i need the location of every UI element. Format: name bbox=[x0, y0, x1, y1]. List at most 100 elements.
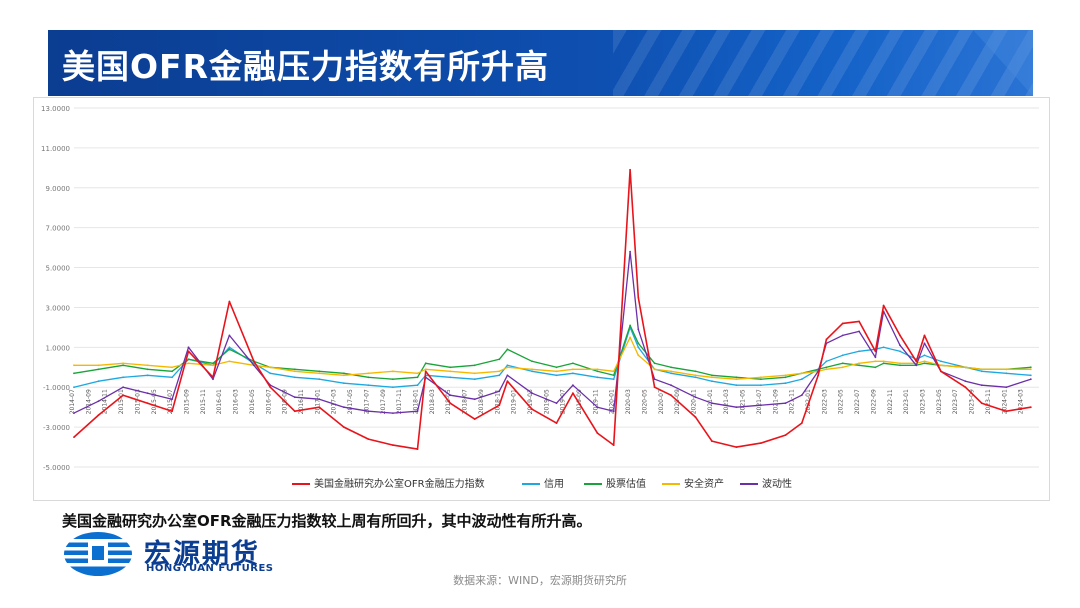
x-tick-label: 2015-05 bbox=[151, 389, 158, 414]
data-point bbox=[367, 372, 370, 375]
y-tick-label: 13.0000 bbox=[41, 105, 70, 113]
data-point bbox=[122, 362, 124, 365]
x-tick-label: 2022-05 bbox=[838, 389, 845, 414]
data-point bbox=[146, 374, 149, 377]
x-tick-label: 2021-05 bbox=[740, 389, 747, 414]
data-point bbox=[212, 364, 214, 367]
x-tick-label: 2019-01 bbox=[511, 389, 518, 414]
data-point bbox=[146, 392, 149, 395]
data-point bbox=[1005, 368, 1008, 371]
data-point bbox=[596, 432, 599, 434]
data-point bbox=[760, 404, 762, 407]
data-point bbox=[980, 370, 983, 373]
line-chart: -5.0000 -3.0000 -1.0000 1.0000 3.0000 5.0000 7… bbox=[41, 105, 1039, 490]
data-point bbox=[964, 366, 967, 369]
y-tick-label: 9.0000 bbox=[46, 185, 71, 193]
data-point bbox=[187, 350, 190, 353]
data-point bbox=[882, 362, 885, 365]
y-tick-label: 5.0000 bbox=[46, 265, 71, 273]
x-tick-label: 2018-11 bbox=[494, 389, 501, 414]
y-tick-label: 11.0000 bbox=[41, 145, 70, 153]
data-point bbox=[498, 404, 501, 407]
data-point bbox=[858, 364, 860, 367]
data-point bbox=[122, 364, 124, 367]
x-tick-label: 2020-01 bbox=[609, 389, 616, 414]
data-point bbox=[670, 366, 672, 369]
x-tick-label: 2022-09 bbox=[870, 389, 877, 414]
data-point bbox=[915, 364, 918, 367]
data-point bbox=[473, 364, 476, 367]
data-point bbox=[596, 370, 599, 373]
data-point bbox=[293, 370, 296, 373]
x-tick-label: 2024-03 bbox=[1018, 389, 1025, 414]
data-point bbox=[253, 360, 255, 363]
data-point bbox=[572, 368, 574, 371]
data-point bbox=[858, 362, 860, 365]
data-point bbox=[531, 392, 533, 395]
data-point bbox=[596, 368, 599, 371]
data-point bbox=[825, 360, 828, 363]
data-point bbox=[694, 416, 697, 418]
data-point bbox=[97, 368, 100, 371]
data-point bbox=[784, 402, 787, 405]
data-point bbox=[572, 362, 574, 365]
data-point bbox=[97, 380, 100, 383]
x-tick-label: 2023-05 bbox=[936, 389, 943, 414]
data-point bbox=[841, 362, 844, 365]
banner-corner bbox=[973, 30, 1033, 96]
data-point bbox=[392, 412, 394, 414]
x-tick-label: 2016-11 bbox=[298, 389, 305, 414]
data-point bbox=[73, 436, 75, 438]
data-point bbox=[212, 362, 214, 365]
data-point bbox=[424, 368, 427, 371]
data-point bbox=[146, 368, 149, 371]
x-tick-label: 2016-07 bbox=[265, 389, 272, 414]
data-point bbox=[392, 378, 394, 381]
data-point bbox=[187, 358, 190, 361]
data-point bbox=[318, 406, 321, 409]
data-point bbox=[555, 370, 558, 373]
data-point bbox=[915, 360, 918, 363]
data-point bbox=[212, 378, 214, 381]
data-point bbox=[473, 418, 476, 420]
company-logo: 宏源期货 HONGYUAN FUTURES bbox=[62, 530, 322, 578]
x-tick-label: 2017-11 bbox=[396, 389, 403, 414]
data-point bbox=[940, 360, 942, 363]
data-point bbox=[318, 372, 321, 375]
x-tick-label: 2014-11 bbox=[102, 389, 109, 414]
y-tick-label: -5.0000 bbox=[43, 464, 70, 472]
data-point bbox=[253, 364, 255, 367]
data-source: 数据来源：WIND，宏源期货研究所 bbox=[453, 574, 627, 587]
data-point bbox=[899, 362, 901, 365]
data-point bbox=[449, 376, 452, 379]
data-point bbox=[841, 334, 844, 337]
data-point bbox=[735, 384, 738, 387]
data-point bbox=[980, 384, 983, 387]
x-tick-label: 2023-07 bbox=[952, 389, 959, 414]
data-point bbox=[171, 366, 174, 369]
data-point bbox=[629, 336, 631, 339]
x-tick-label: 2017-09 bbox=[380, 389, 387, 414]
data-point bbox=[506, 380, 509, 383]
data-point bbox=[146, 364, 149, 367]
data-point bbox=[122, 394, 124, 397]
data-point bbox=[923, 334, 926, 337]
data-point bbox=[841, 366, 844, 369]
data-point bbox=[670, 372, 672, 375]
data-point bbox=[735, 378, 738, 381]
data-point bbox=[293, 396, 296, 399]
x-tick-label: 2015-01 bbox=[118, 389, 125, 414]
x-tick-label: 2015-11 bbox=[200, 389, 207, 414]
data-point bbox=[841, 354, 844, 357]
x-tick-label: 2023-03 bbox=[920, 389, 927, 414]
data-point bbox=[980, 368, 983, 371]
x-tick-label: 2022-03 bbox=[821, 389, 828, 414]
data-point bbox=[964, 386, 967, 389]
x-tick-label: 2023-09 bbox=[969, 389, 976, 414]
data-point bbox=[874, 350, 877, 353]
x-tick-label: 2019-05 bbox=[543, 389, 550, 414]
data-point bbox=[899, 364, 901, 367]
data-point bbox=[596, 376, 599, 379]
data-point bbox=[343, 374, 345, 377]
logo-name-cn: 宏源期货 bbox=[144, 539, 260, 570]
